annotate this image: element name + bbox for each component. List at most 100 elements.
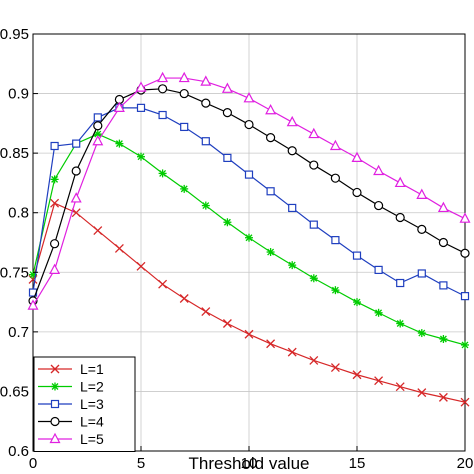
y-tick-label: 0.9 bbox=[8, 86, 29, 103]
data-point bbox=[266, 187, 275, 196]
data-point bbox=[93, 121, 103, 131]
data-point bbox=[460, 397, 470, 407]
data-point bbox=[265, 103, 277, 115]
data-point bbox=[243, 92, 255, 103]
legend-marker bbox=[50, 416, 60, 427]
data-point bbox=[416, 188, 428, 199]
data-point bbox=[439, 281, 448, 290]
legend-marker bbox=[50, 364, 60, 374]
data-point bbox=[286, 115, 298, 127]
data-point bbox=[266, 133, 276, 143]
data-point bbox=[352, 187, 362, 198]
legend-item: L=1 bbox=[38, 361, 104, 377]
data-point bbox=[438, 237, 448, 248]
legend-item: L=5 bbox=[38, 431, 104, 447]
data-point bbox=[417, 224, 427, 234]
y-tick-label: 0.85 bbox=[0, 145, 29, 162]
data-point bbox=[71, 166, 81, 176]
x-axis-label: Threshold value bbox=[189, 454, 310, 473]
data-point bbox=[93, 226, 103, 236]
data-point bbox=[374, 200, 384, 211]
data-point bbox=[417, 329, 426, 338]
data-point bbox=[374, 308, 383, 317]
data-point bbox=[460, 292, 470, 301]
legend-label: L=3 bbox=[80, 396, 104, 412]
series-3 bbox=[28, 103, 470, 301]
data-point bbox=[459, 212, 471, 223]
data-point bbox=[417, 388, 427, 398]
data-point bbox=[287, 146, 297, 156]
data-point bbox=[330, 363, 340, 373]
series-1 bbox=[28, 198, 470, 407]
y-tick-label: 0.6 bbox=[8, 443, 29, 460]
series-2 bbox=[29, 130, 469, 349]
legend-marker bbox=[50, 399, 60, 409]
data-point bbox=[201, 137, 210, 146]
legend-item: L=2 bbox=[38, 379, 104, 395]
data-point bbox=[49, 239, 60, 249]
data-point bbox=[158, 169, 167, 178]
x-tick-label: 20 bbox=[457, 455, 474, 472]
legend-item: L=3 bbox=[38, 396, 104, 412]
data-point bbox=[308, 127, 320, 139]
data-point bbox=[352, 370, 362, 380]
data-point bbox=[244, 329, 254, 339]
legend-marker bbox=[51, 382, 59, 391]
data-point bbox=[309, 274, 318, 283]
data-point bbox=[115, 139, 124, 148]
legend-item: L=4 bbox=[38, 414, 104, 430]
data-point bbox=[309, 220, 318, 229]
data-point bbox=[221, 82, 233, 93]
data-point bbox=[373, 164, 385, 176]
legend-label: L=1 bbox=[80, 361, 104, 377]
data-point bbox=[331, 236, 340, 245]
data-point bbox=[438, 392, 448, 402]
data-point bbox=[245, 233, 253, 242]
data-point bbox=[460, 248, 470, 258]
data-point bbox=[223, 153, 232, 163]
x-tick-label: 5 bbox=[137, 455, 145, 472]
data-point bbox=[158, 110, 167, 120]
legend-label: L=5 bbox=[80, 431, 104, 447]
data-point bbox=[180, 184, 189, 193]
data-point bbox=[50, 198, 60, 208]
data-point bbox=[93, 113, 102, 122]
data-point bbox=[200, 75, 212, 86]
data-point bbox=[71, 208, 81, 218]
data-point bbox=[396, 319, 405, 328]
series-4 bbox=[28, 84, 470, 306]
x-tick-label: 10 bbox=[241, 455, 258, 472]
data-point bbox=[222, 108, 232, 118]
data-point bbox=[374, 376, 384, 386]
data-point bbox=[178, 71, 190, 83]
data-point bbox=[417, 269, 426, 278]
data-point bbox=[113, 101, 125, 112]
data-point bbox=[266, 248, 275, 257]
data-point bbox=[330, 173, 340, 183]
data-point bbox=[288, 203, 297, 213]
legend-label: L=2 bbox=[80, 379, 104, 395]
data-point bbox=[158, 279, 168, 289]
y-tick-label: 0.65 bbox=[0, 383, 29, 400]
y-tick-label: 0.75 bbox=[0, 264, 29, 281]
data-point bbox=[179, 294, 189, 303]
y-tick-label: 0.8 bbox=[8, 205, 29, 222]
data-point bbox=[49, 263, 61, 275]
data-point bbox=[27, 299, 39, 310]
data-point bbox=[179, 88, 189, 99]
x-tick-label: 0 bbox=[29, 455, 37, 472]
data-point bbox=[137, 152, 145, 161]
data-point bbox=[201, 201, 210, 210]
data-point bbox=[72, 139, 81, 148]
data-point bbox=[136, 103, 146, 112]
data-point bbox=[157, 71, 169, 83]
data-point bbox=[394, 176, 406, 188]
data-point bbox=[439, 335, 448, 344]
legend-marker bbox=[49, 432, 61, 444]
axis-ticks: 0 5 10 15 20 0.6 0.65 0.7 0.75 0.8 0.85 0.9 0.95 bbox=[0, 26, 473, 472]
data-point bbox=[374, 265, 383, 275]
x-tick-label: 15 bbox=[349, 455, 366, 472]
data-point bbox=[396, 278, 405, 288]
data-point bbox=[266, 339, 276, 349]
